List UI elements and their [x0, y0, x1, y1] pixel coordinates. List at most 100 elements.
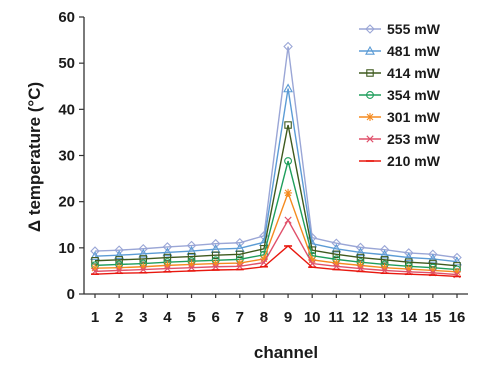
- axes: [79, 16, 468, 298]
- x-tick-label: 14: [400, 309, 417, 326]
- series-555-mw: [90, 41, 462, 263]
- data-point: [236, 250, 244, 259]
- data-point: [162, 247, 173, 257]
- data-point: [235, 237, 245, 248]
- x-tick-label: 16: [449, 309, 466, 326]
- data-point: [284, 121, 292, 129]
- legend-label: 354 mW: [387, 87, 441, 103]
- legend-marker: [366, 69, 374, 77]
- y-tick-label: 50: [58, 55, 75, 72]
- legend-item: 414 mW: [359, 65, 441, 81]
- data-point: [91, 257, 99, 265]
- data-point: [114, 250, 125, 259]
- data-point: [428, 266, 437, 275]
- y-axis-title: Δ temperature (°C): [25, 82, 44, 232]
- data-point: [187, 252, 196, 261]
- legend-item: 555 mW: [359, 21, 441, 37]
- data-point: [452, 256, 462, 266]
- series-line: [94, 124, 458, 267]
- legend-item: 301 mW: [359, 109, 441, 125]
- legend-marker: [366, 91, 374, 99]
- y-tick-label: 40: [58, 101, 75, 118]
- data-point: [453, 267, 461, 276]
- data-point: [162, 242, 173, 252]
- data-point: [284, 157, 293, 165]
- data-point: [380, 263, 389, 272]
- data-point: [356, 253, 365, 262]
- legend-marker: [365, 45, 375, 55]
- legend-item: 210 mW: [359, 153, 441, 169]
- data-point: [186, 245, 197, 255]
- data-point: [163, 253, 172, 262]
- y-tick-label: 20: [58, 194, 75, 211]
- data-point: [139, 265, 147, 274]
- data-point: [404, 265, 413, 274]
- series-line: [94, 88, 458, 263]
- legend-item: 253 mW: [359, 131, 441, 147]
- x-tick-label: 5: [187, 309, 195, 326]
- x-tick-label: 8: [260, 309, 268, 326]
- x-tick-label: 4: [163, 309, 172, 326]
- legend-label: 253 mW: [387, 131, 441, 147]
- y-tick-label: 10: [58, 240, 75, 257]
- data-point: [284, 188, 293, 197]
- data-point: [187, 260, 196, 269]
- x-tick-label: 9: [284, 309, 292, 326]
- data-point: [187, 264, 196, 272]
- data-point: [163, 265, 171, 273]
- series-414-mw: [91, 121, 461, 270]
- data-point: [139, 255, 148, 263]
- series-253-mw: [91, 216, 461, 279]
- legend-marker: [366, 135, 374, 143]
- legend-label: 210 mW: [387, 153, 441, 169]
- legend-item: 481 mW: [359, 43, 441, 59]
- series-line: [94, 190, 458, 273]
- data-point: [332, 262, 340, 270]
- series-210-mw: [91, 245, 461, 278]
- x-tick-label: 13: [376, 309, 393, 326]
- series-line: [94, 160, 458, 271]
- series-line: [94, 218, 458, 276]
- x-tick-label: 6: [211, 309, 219, 326]
- x-tick-label: 1: [91, 309, 99, 326]
- x-tick-label: 7: [236, 309, 244, 326]
- data-point: [212, 263, 220, 271]
- x-tick-label: 15: [425, 309, 442, 326]
- data-point: [403, 252, 414, 262]
- data-point: [308, 255, 317, 264]
- data-point: [283, 41, 293, 52]
- data-point: [210, 238, 221, 249]
- data-point: [139, 262, 148, 271]
- y-tick-label: 30: [58, 148, 75, 165]
- data-point: [235, 259, 244, 268]
- series-line: [94, 245, 458, 278]
- x-tick-label: 12: [352, 309, 369, 326]
- data-point: [115, 263, 124, 272]
- data-point: [259, 254, 268, 263]
- x-tick-label: 3: [139, 309, 147, 326]
- y-tick-label: 60: [58, 9, 75, 26]
- data-point: [379, 244, 390, 255]
- data-point: [90, 251, 100, 260]
- x-axis-title: channel: [254, 343, 318, 362]
- data-point: [236, 262, 244, 270]
- data-point: [331, 243, 342, 253]
- data-point: [211, 259, 220, 268]
- data-point: [284, 216, 292, 224]
- data-point: [331, 238, 342, 248]
- data-point: [138, 248, 149, 258]
- x-tick-label: 10: [304, 309, 321, 326]
- series-layer: [90, 41, 462, 279]
- data-point: [90, 246, 100, 256]
- data-point: [163, 261, 172, 270]
- x-tick-label: 11: [328, 309, 344, 326]
- data-point: [186, 240, 197, 251]
- legend-label: 555 mW: [387, 21, 441, 37]
- data-point: [427, 253, 438, 263]
- data-point: [380, 256, 389, 264]
- legend-label: 414 mW: [387, 65, 441, 81]
- data-point: [138, 243, 149, 254]
